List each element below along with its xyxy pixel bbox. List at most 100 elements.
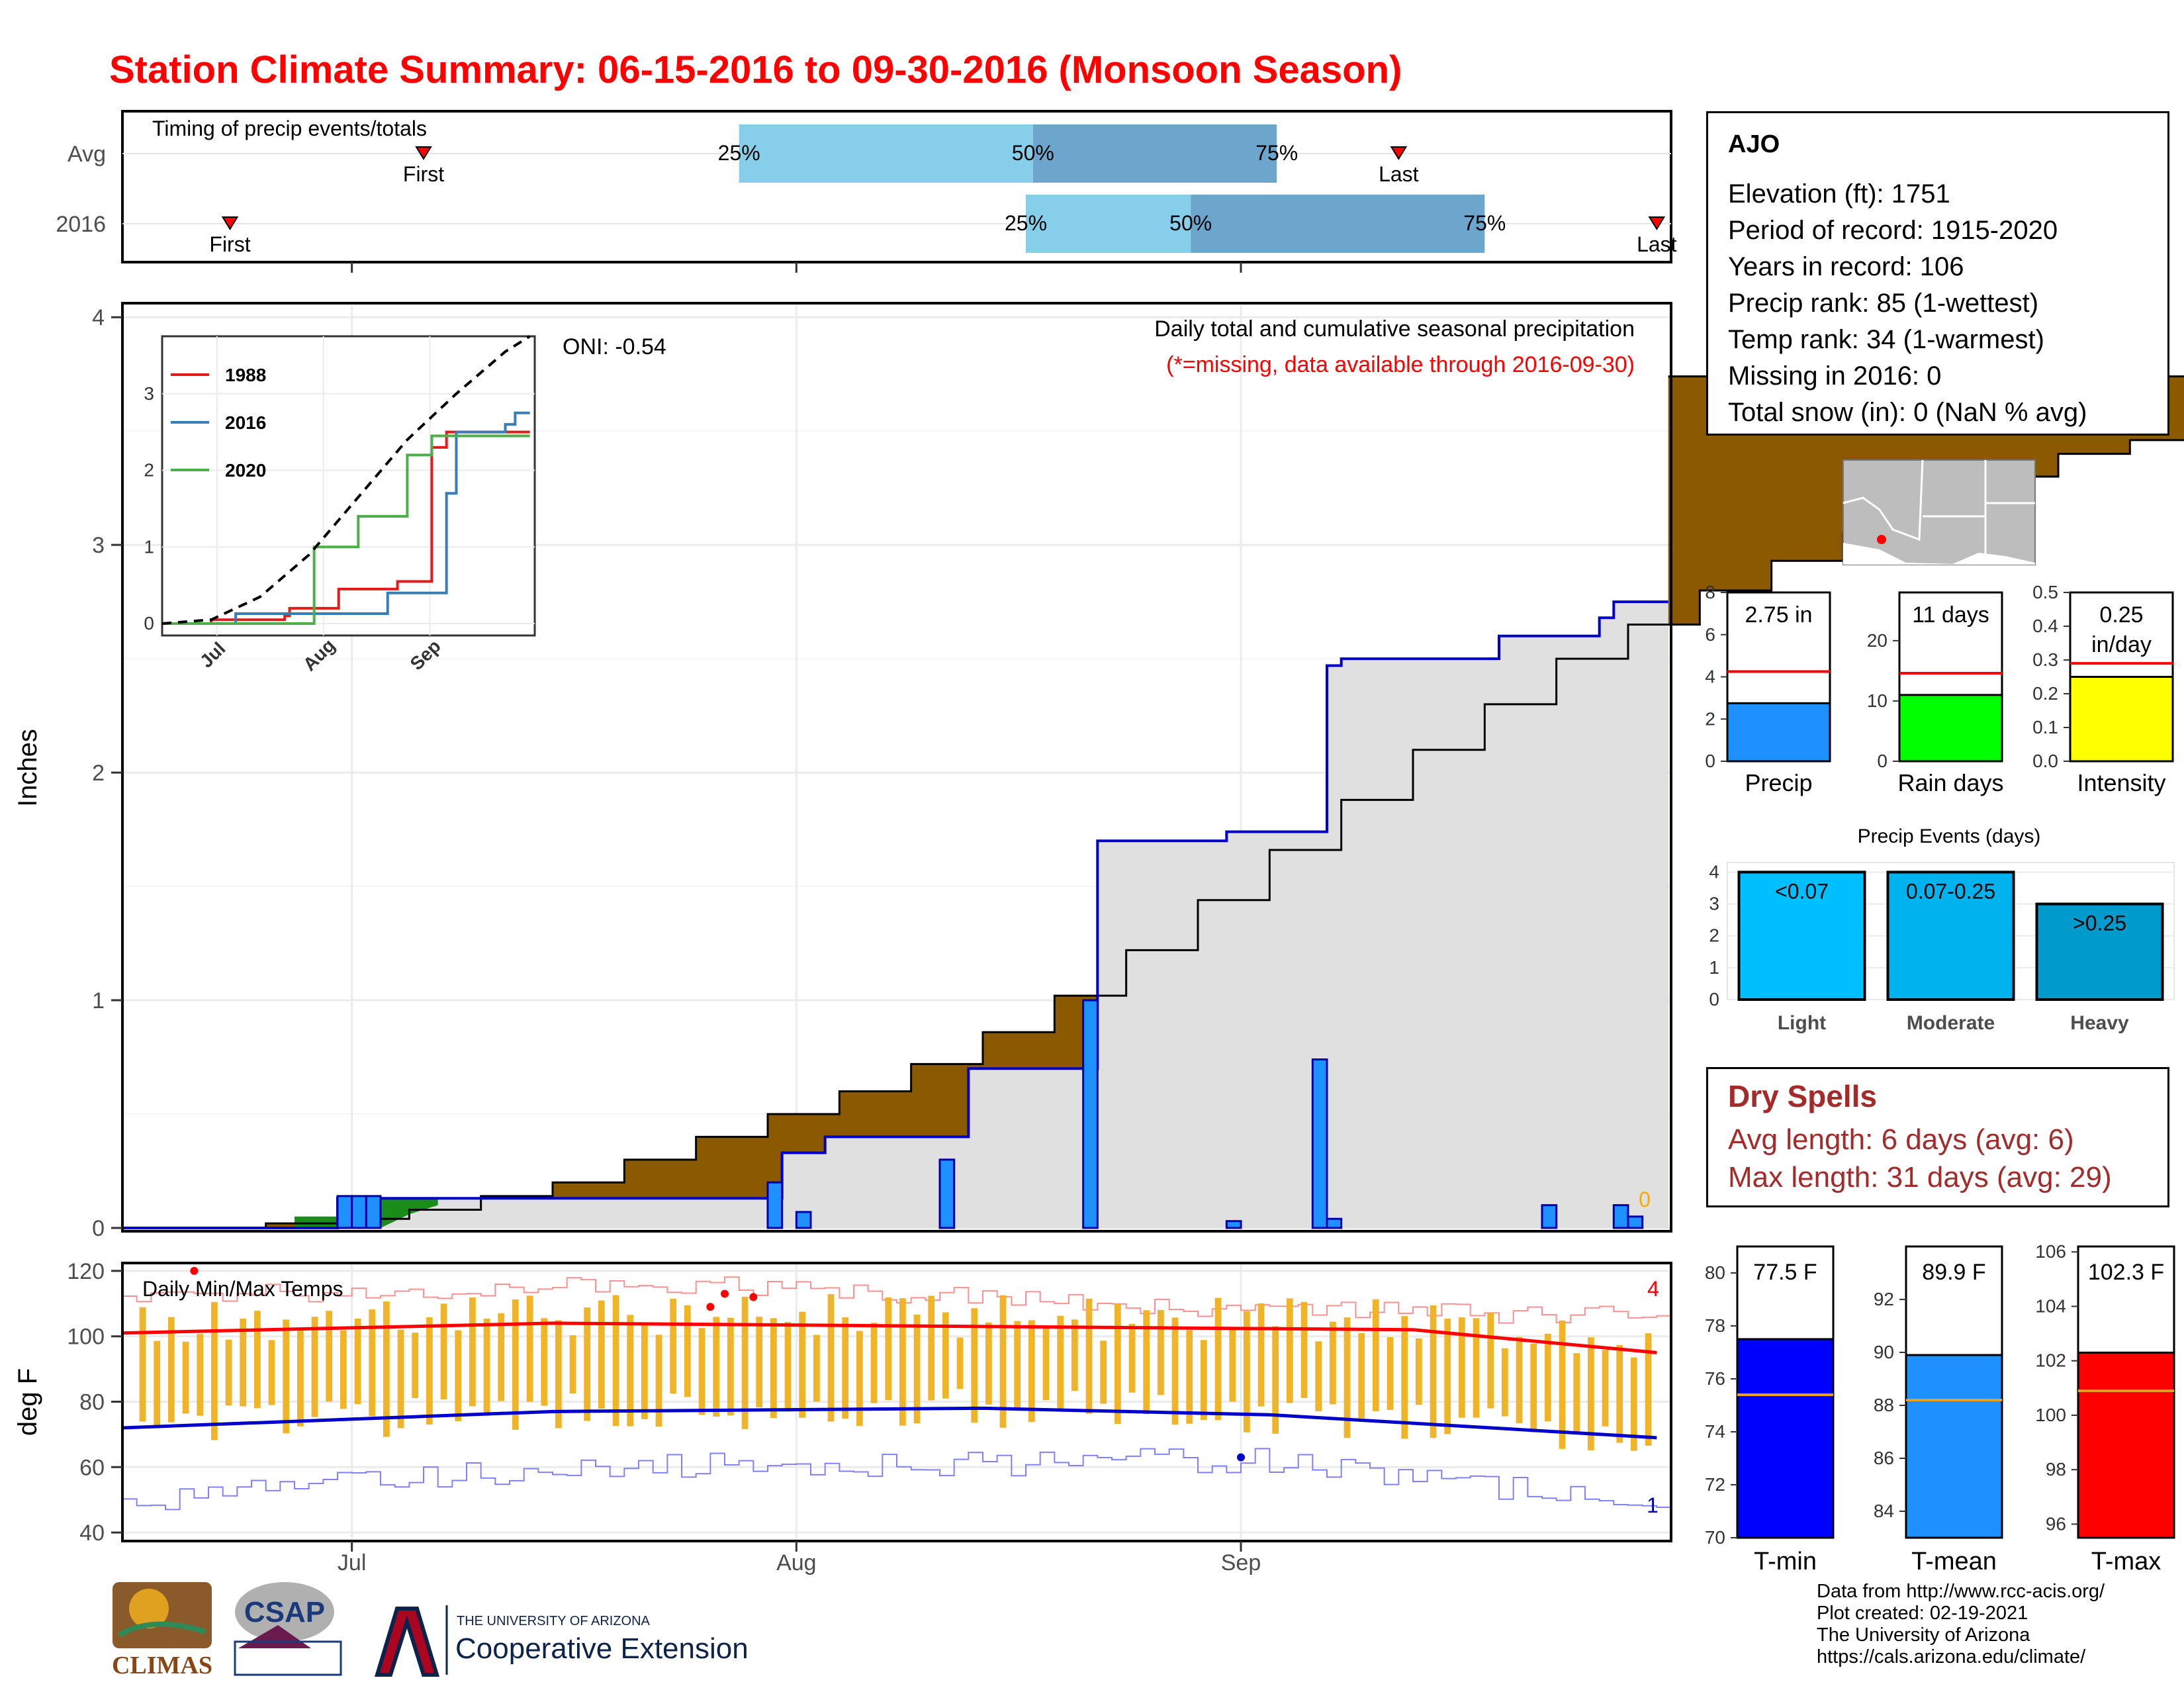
station-period: Period of record: 1915-2020 <box>1728 216 2058 245</box>
daily-temp-range-bar <box>1100 1340 1107 1404</box>
precip-y-tick-label: 2 <box>92 761 105 786</box>
record-low-count: 1 <box>1647 1493 1659 1517</box>
daily-temp-range-bar <box>326 1311 333 1402</box>
precip-missing-note: (*=missing, data available through 2016-… <box>1166 352 1635 377</box>
dry-spells-title: Dry Spells <box>1728 1079 1877 1113</box>
daily-precip-bar <box>365 1195 382 1229</box>
daily-temp-range-bar <box>813 1335 820 1402</box>
daily-temp-range-bar <box>1616 1344 1623 1443</box>
station-years: Years in record: 106 <box>1728 252 1964 281</box>
cumulative-avg-area <box>122 376 2184 1228</box>
daily-temp-range-bar <box>340 1330 347 1409</box>
timing-q75-label: 75% <box>1255 141 1298 165</box>
temp-bar-tick-label: 106 <box>2035 1241 2066 1262</box>
daily-temp-range-bar <box>1229 1328 1236 1402</box>
ua-a-icon <box>374 1607 440 1677</box>
daily-temp-range-bar <box>1545 1333 1551 1422</box>
ua-logo: THE UNIVERSITY OF ARIZONA Cooperative Ex… <box>374 1605 749 1677</box>
daily-temp-range-bar <box>498 1313 505 1401</box>
daily-temp-range-bar <box>913 1314 921 1424</box>
daily-temp-range-bar <box>311 1317 318 1417</box>
temp-bar-value: 102.3 F <box>2088 1260 2164 1285</box>
mini-bar-value: 0.25 <box>2099 602 2143 628</box>
credits-created: Plot created: 02-19-2021 <box>1817 1603 2028 1624</box>
inset-legend-label: 1988 <box>225 365 266 385</box>
daily-temp-range-bar <box>512 1299 519 1430</box>
mini-bar-tick-label: 20 <box>1867 630 1888 651</box>
x-tick-label: Jul <box>338 1550 366 1575</box>
mini-bar-tick-label: 0.3 <box>2032 649 2058 670</box>
daily-temp-range-bar <box>354 1318 361 1405</box>
daily-temp-range-bar <box>197 1334 204 1416</box>
temp-bar-tick-label: 88 <box>1874 1395 1894 1415</box>
temp-bar-value: 77.5 F <box>1753 1260 1817 1285</box>
temp-bar-tick-label: 74 <box>1705 1421 1725 1442</box>
daily-precip-bar <box>1311 1058 1328 1229</box>
daily-temp-range-bar <box>469 1297 476 1407</box>
daily-temp-range-bar <box>1416 1338 1422 1405</box>
daily-temp-range-bar <box>1473 1318 1480 1418</box>
daily-temp-range-bar <box>870 1323 878 1403</box>
daily-temp-range-bar <box>541 1318 548 1406</box>
timing-row-label: 2016 <box>56 212 106 237</box>
temp-bar-t-max <box>2077 1351 2175 1539</box>
temp-bar-tick-label: 104 <box>2035 1295 2066 1316</box>
timing-first-label: First <box>403 162 444 186</box>
daily-temp-range-bar <box>942 1312 949 1399</box>
daily-temp-range-bar <box>928 1295 935 1401</box>
mini-bar-label: Intensity <box>2077 769 2165 796</box>
inset-avg-dashed-line <box>161 335 531 625</box>
mini-bar-tick-label: 0.1 <box>2032 717 2058 737</box>
inset-line-2016 <box>162 411 530 625</box>
daily-temp-range-bar <box>240 1318 247 1407</box>
record-high-line <box>122 1276 1671 1324</box>
climas-logo: CLIMAS <box>112 1582 212 1679</box>
daily-temp-range-bar <box>684 1305 691 1397</box>
daily-precip-bar <box>1082 999 1099 1229</box>
daily-temp-range-bar <box>1315 1341 1322 1411</box>
timing-first-label: First <box>209 232 250 256</box>
ua-extension-line: Cooperative Extension <box>455 1632 749 1665</box>
station-elevation: Elevation (ft): 1751 <box>1728 179 1950 209</box>
mini-bar-tick-label: 2 <box>1705 708 1715 729</box>
dry-spells-box: Dry Spells Avg length: 6 days (avg: 6) M… <box>1706 1067 2169 1207</box>
events-bar-value-label: 0.07-0.25 <box>1906 879 1995 903</box>
daily-temp-range-bar <box>1085 1298 1093 1414</box>
daily-temp-range-bar <box>555 1320 562 1429</box>
daily-temp-range-bar <box>1171 1317 1179 1425</box>
temp-y-tick-label: 80 <box>79 1390 105 1415</box>
precip-y-tick-label: 3 <box>92 533 105 558</box>
events-bar-moderate <box>1886 870 2015 1002</box>
credits-url: https://cals.arizona.edu/climate/ <box>1817 1646 2086 1667</box>
csap-logo: CSAP <box>234 1582 342 1676</box>
daily-temp-range-bar <box>526 1295 533 1402</box>
cumulative-avg-line <box>122 375 2184 1229</box>
climas-wordmark: CLIMAS <box>112 1652 212 1679</box>
station-temp-rank: Temp rank: 34 (1-warmest) <box>1728 325 2044 354</box>
temp-y-tick-label: 120 <box>67 1259 105 1284</box>
temp-y-tick-label: 100 <box>67 1325 105 1350</box>
timing-label: Timing of precip events/totals <box>152 117 427 140</box>
timing-q75-label: 75% <box>1463 211 1506 235</box>
mini-bar-label: Rain days <box>1897 769 2003 796</box>
record-high-marker <box>706 1303 715 1311</box>
credits: Data from http://www.rcc-acis.org/ Plot … <box>1817 1581 2105 1668</box>
events-category-label: Light <box>1778 1012 1826 1034</box>
logos: CLIMAS CSAP THE UNIVERSITY OF ARIZONA Co… <box>112 1582 749 1679</box>
daily-temp-range-bar <box>1028 1320 1035 1423</box>
record-high-marker <box>190 1266 199 1275</box>
temp-bar-label: T-min <box>1754 1548 1817 1575</box>
daily-temp-range-bar <box>1272 1326 1279 1434</box>
daily-temp-range-bar <box>283 1319 290 1434</box>
daily-temp-range-bar <box>971 1308 978 1423</box>
precip-y-tick-label: 0 <box>92 1216 105 1241</box>
mini-bar-tick-label: 0.0 <box>2032 751 2058 771</box>
temp-bar-tick-label: 72 <box>1705 1474 1725 1495</box>
mini-bar-tick-label: 6 <box>1705 624 1715 645</box>
daily-temp-range-bar <box>225 1339 232 1406</box>
temp-bar-tick-label: 100 <box>2035 1405 2066 1425</box>
timing-q50-label: 50% <box>1169 211 1212 235</box>
daily-temp-range-bar <box>154 1340 161 1428</box>
precip-y-label: Inches <box>13 729 42 807</box>
timing-q50-q75-bar <box>1191 195 1485 253</box>
